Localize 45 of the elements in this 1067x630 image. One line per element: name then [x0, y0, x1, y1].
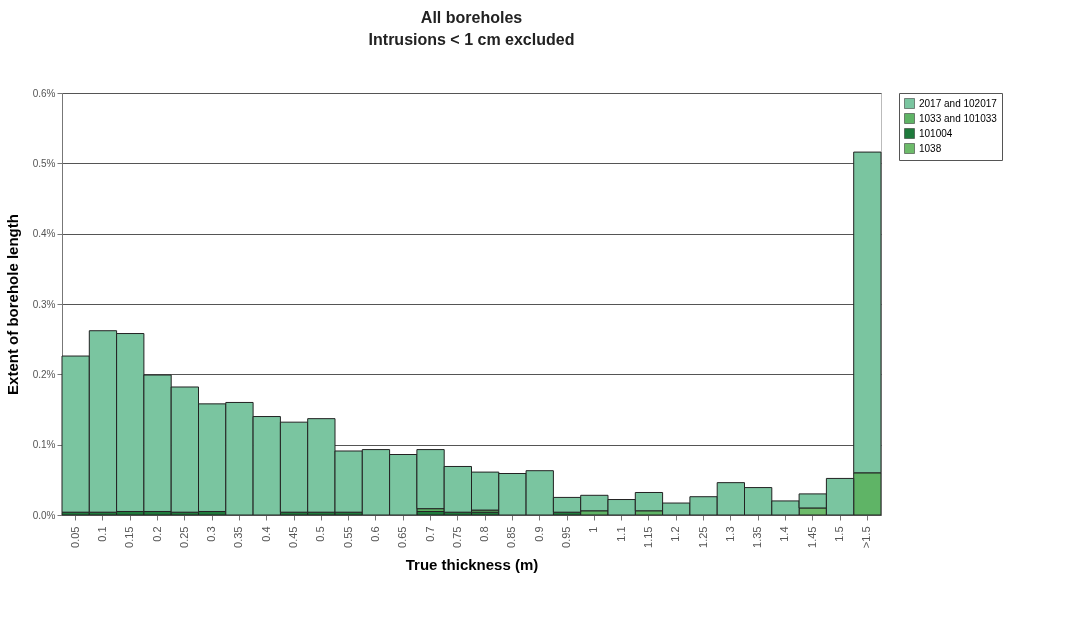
x-tick-label: 1.2: [669, 526, 682, 542]
x-tick-label: 0.25: [177, 526, 190, 548]
x-tick-label: 0.9: [532, 526, 545, 542]
x-tick-label: 0.45: [287, 526, 300, 548]
x-tick-label: 0.3: [205, 526, 218, 542]
x-tick-label: 1.3: [723, 526, 736, 542]
x-tick-label: 0.35: [232, 526, 245, 548]
y-axis-title: Extent of borehole length: [3, 214, 21, 395]
y-tick-label: 0.6%: [32, 87, 56, 99]
x-tick-label: 0.4: [259, 526, 272, 542]
y-tick-label: 0.4%: [32, 228, 56, 240]
x-tick-label: 1.15: [641, 526, 654, 548]
chart-subtitle: Intrusions < 1 cm excluded: [368, 31, 575, 48]
x-tick-label: 1: [587, 526, 600, 533]
x-tick-label: 1.35: [751, 526, 764, 548]
x-tick-label: 1.45: [805, 526, 818, 548]
x-tick-label: 0.55: [341, 526, 354, 548]
x-tick-label: 1.5: [833, 526, 846, 542]
x-tick-label: 1.1: [614, 526, 627, 542]
y-tick-label: 0.0%: [32, 509, 56, 521]
x-tick-label: 0.15: [123, 526, 136, 548]
y-tick-label: 0.3%: [32, 298, 56, 310]
x-tick-label: >1.5: [860, 526, 873, 549]
x-tick-label: 0.75: [450, 526, 463, 548]
x-tick-label: 0.95: [560, 526, 573, 548]
x-tick-label: 0.65: [396, 526, 409, 548]
legend-label: 1038: [919, 142, 942, 154]
chart-title: All boreholes: [420, 9, 523, 26]
y-tick-label: 0.1%: [32, 439, 56, 451]
x-tick-label: 0.6: [368, 526, 381, 542]
x-tick-label: 0.7: [423, 526, 436, 542]
x-tick-label: 1.25: [696, 526, 709, 548]
y-tick-label: 0.5%: [32, 157, 56, 169]
legend-label: 2017 and 102017: [919, 97, 998, 109]
legend-label: 1033 and 101033: [919, 112, 998, 124]
x-tick-label: 0.1: [95, 526, 108, 542]
y-tick-label: 0.2%: [32, 368, 56, 380]
x-tick-label: 0.05: [68, 526, 81, 548]
x-tick-label: 0.8: [478, 526, 491, 542]
x-tick-label: 0.5: [314, 526, 327, 542]
x-axis-title: True thickness (m): [405, 556, 539, 574]
x-tick-label: 1.4: [778, 526, 791, 542]
x-tick-label: 0.2: [150, 526, 163, 542]
x-tick-label: 0.85: [505, 526, 518, 548]
legend-label: 101004: [919, 127, 953, 139]
